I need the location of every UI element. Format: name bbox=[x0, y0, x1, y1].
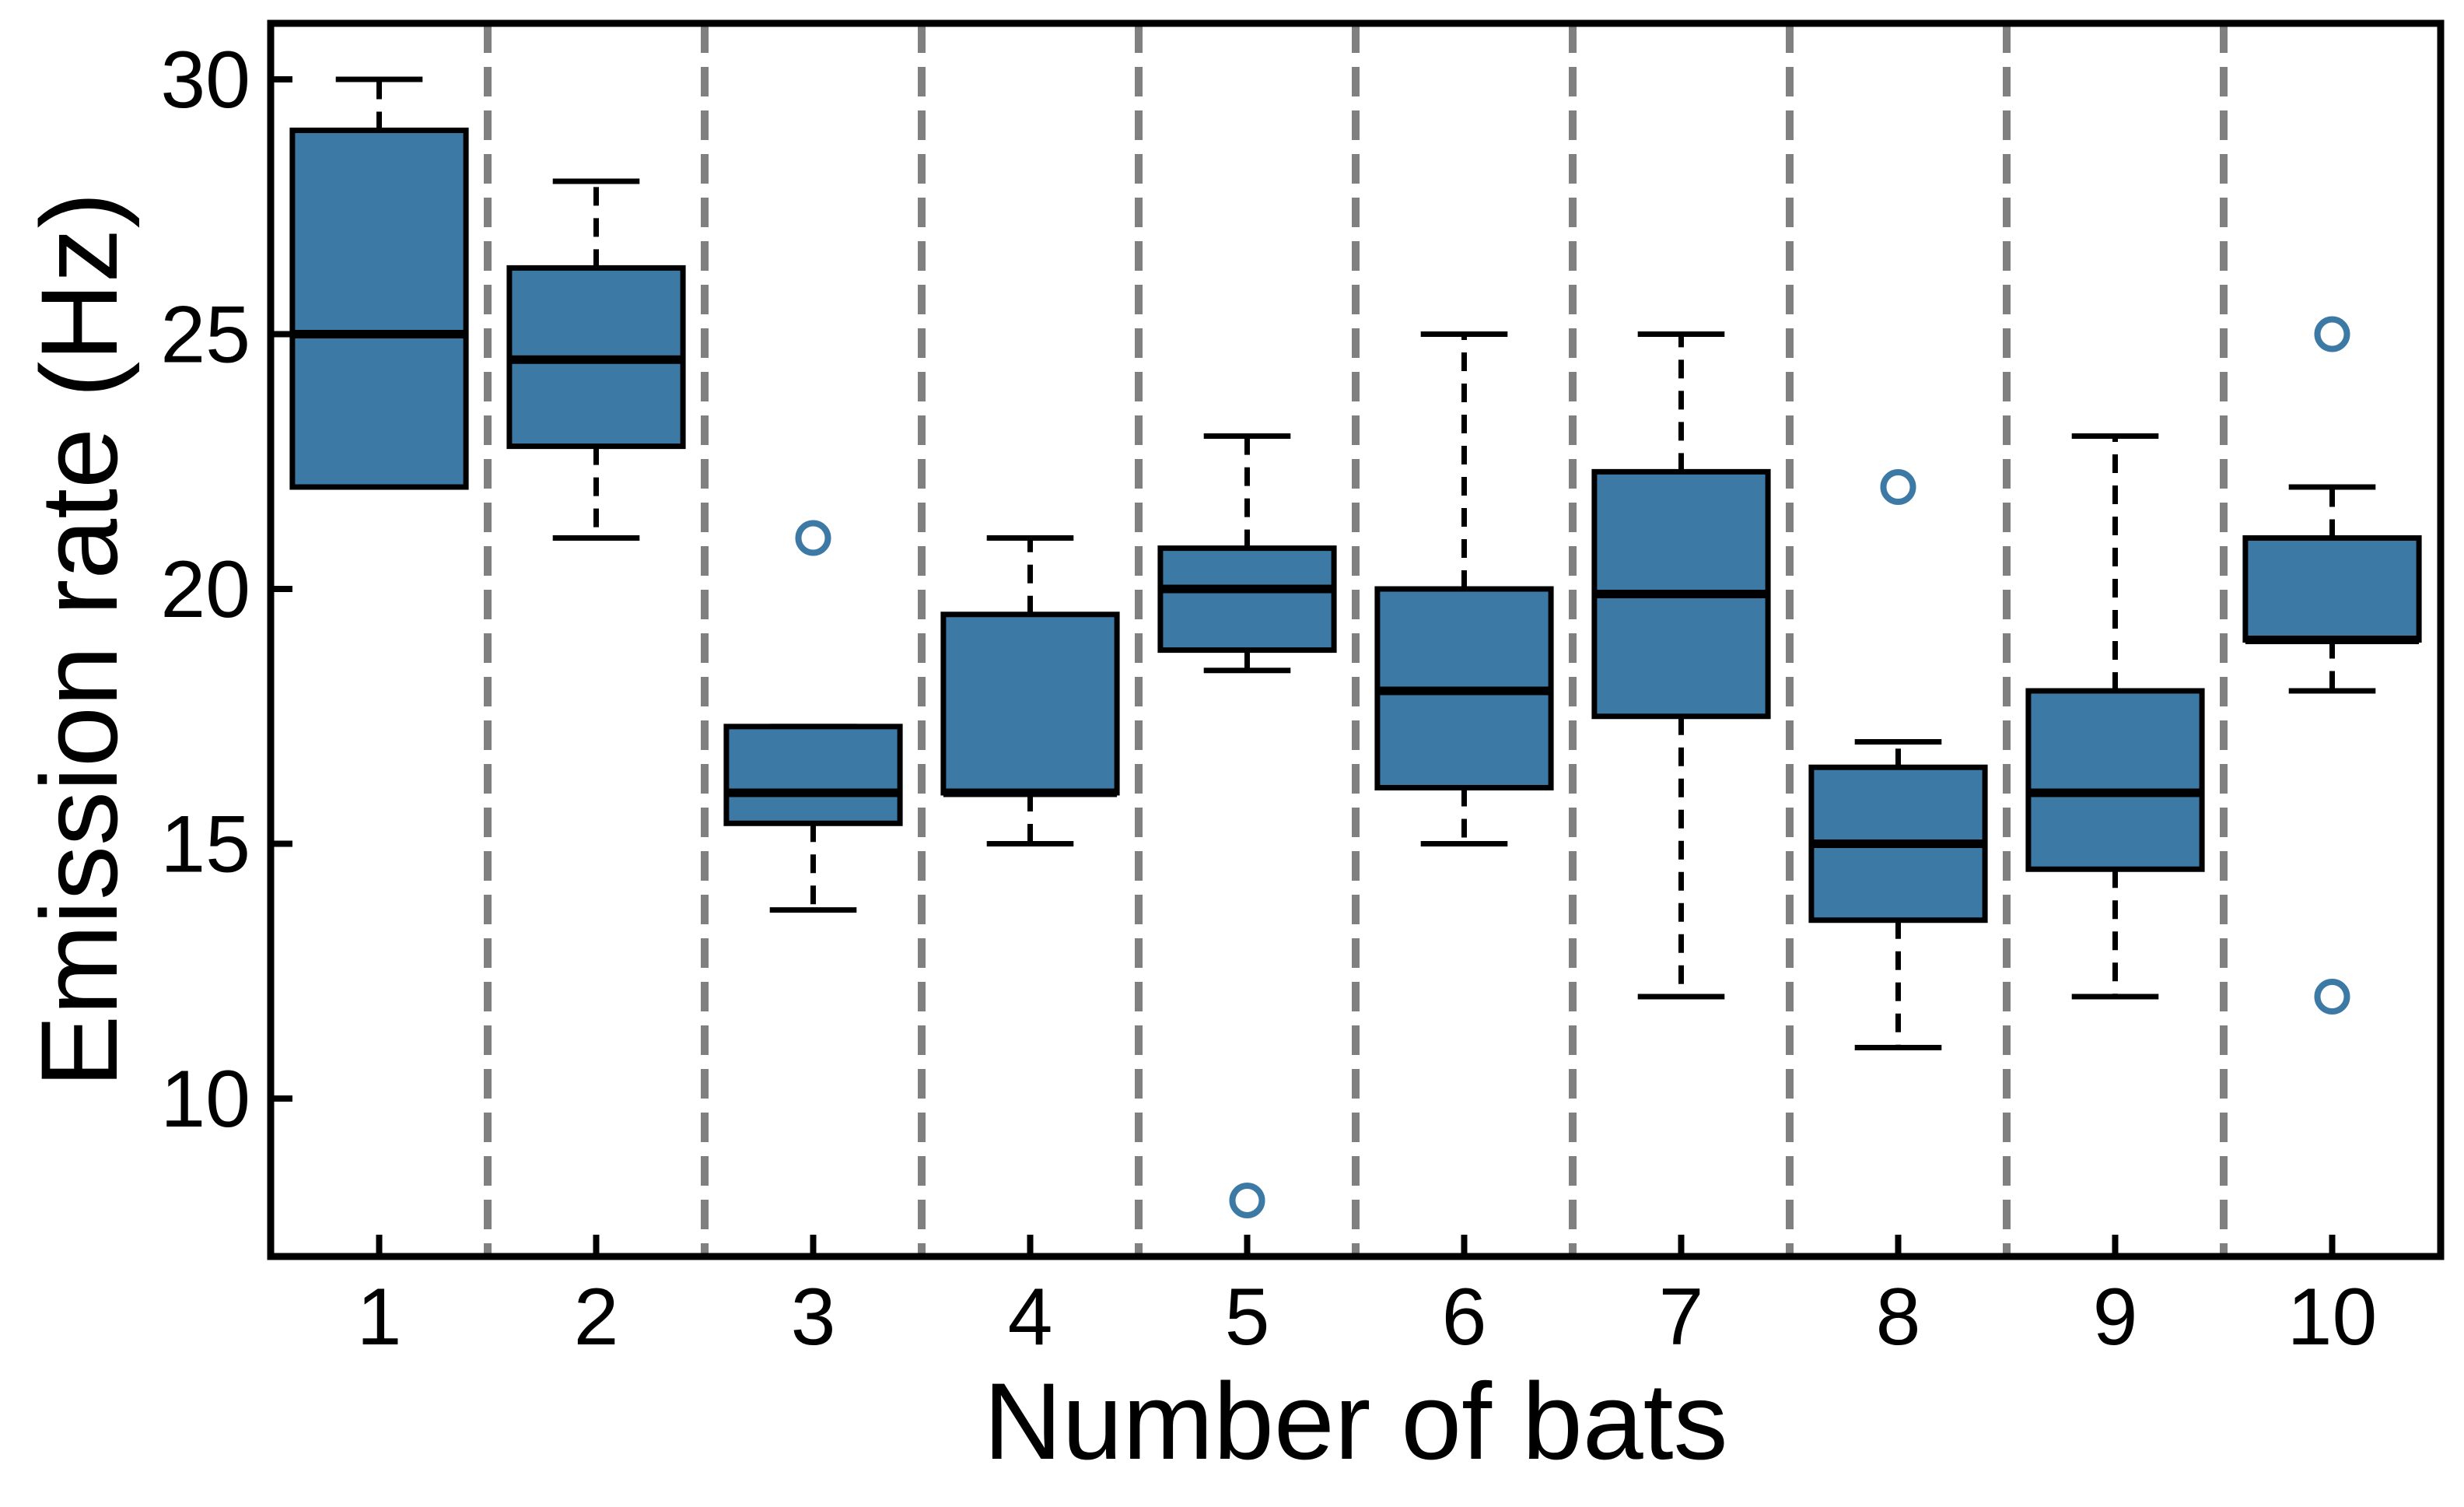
outlier-point bbox=[795, 520, 831, 556]
box-group-5 bbox=[1157, 433, 1337, 1218]
box-group-4 bbox=[940, 535, 1120, 846]
box-iqr bbox=[289, 128, 469, 490]
box-group-1 bbox=[289, 76, 469, 490]
x-tick-label: 7 bbox=[1659, 1272, 1704, 1362]
x-tick-label: 3 bbox=[791, 1272, 836, 1362]
box-group-9 bbox=[2025, 433, 2205, 1000]
x-tick-label: 6 bbox=[1442, 1272, 1487, 1362]
x-axis-label: Number of bats bbox=[983, 1360, 1727, 1482]
box-group-2 bbox=[506, 178, 686, 541]
box-iqr bbox=[2242, 535, 2422, 643]
y-tick-label: 30 bbox=[160, 35, 250, 125]
x-tick-label: 10 bbox=[2287, 1272, 2378, 1362]
group-separators bbox=[484, 23, 2228, 1256]
y-tick-label: 20 bbox=[160, 545, 250, 635]
box-group-6 bbox=[1374, 331, 1554, 846]
x-tick-label: 1 bbox=[357, 1272, 402, 1362]
box-group-7 bbox=[1591, 331, 1771, 1000]
y-tick-label: 15 bbox=[160, 799, 250, 889]
plot-frame bbox=[267, 19, 2445, 1260]
x-tick-label: 8 bbox=[1876, 1272, 1921, 1362]
outlier-point bbox=[1880, 469, 1916, 506]
box-iqr bbox=[940, 612, 1120, 796]
y-axis-ticks: 10 15 20 25 30 bbox=[160, 35, 292, 1144]
x-tick-label: 5 bbox=[1225, 1272, 1270, 1362]
box-group-8 bbox=[1808, 469, 1988, 1050]
x-tick-label: 2 bbox=[574, 1272, 619, 1362]
box-iqr bbox=[2025, 688, 2205, 872]
outlier-point bbox=[2314, 316, 2350, 352]
outlier-point bbox=[2314, 978, 2350, 1015]
x-tick-label: 9 bbox=[2093, 1272, 2138, 1362]
box-iqr bbox=[1157, 545, 1337, 654]
x-axis-ticks: 1 2 3 4 5 6 7 8 9 10 bbox=[357, 1235, 2378, 1362]
y-tick-label: 10 bbox=[160, 1054, 250, 1144]
box-group-3 bbox=[723, 520, 903, 913]
outlier-point bbox=[1229, 1182, 1265, 1218]
box-iqr bbox=[723, 724, 903, 826]
y-axis-label: Emission rate (Hz) bbox=[18, 192, 140, 1088]
box-group-10 bbox=[2242, 316, 2422, 1015]
box-series bbox=[289, 76, 2422, 1218]
y-tick-label: 25 bbox=[160, 290, 250, 380]
x-tick-label: 4 bbox=[1008, 1272, 1053, 1362]
